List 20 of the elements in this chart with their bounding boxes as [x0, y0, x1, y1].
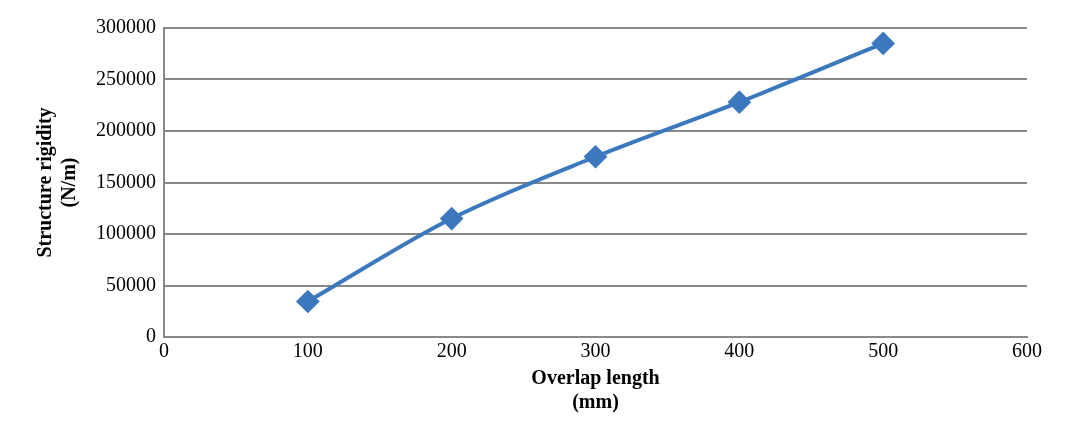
y-tick-label: 150000 [96, 169, 156, 192]
point [440, 207, 463, 230]
y-tick-label: 300000 [96, 15, 156, 38]
y-axis-title: Structure rigidity (N/m) [33, 107, 81, 258]
point [296, 290, 319, 313]
x-tick-label: 400 [724, 339, 755, 362]
point [872, 32, 895, 55]
point [584, 145, 607, 168]
x-axis-title: Overlap length (mm) [531, 366, 660, 414]
x-tick-label: 500 [868, 339, 899, 362]
x-tick-label: 200 [436, 339, 467, 362]
x-tick-label: 600 [1012, 339, 1042, 362]
y-tick-label: 100000 [96, 221, 156, 244]
y-tick-label: 50000 [106, 272, 156, 295]
y-tick-label: 0 [146, 324, 156, 347]
y-tick-label: 200000 [96, 118, 156, 141]
x-tick-label: 300 [580, 339, 611, 362]
point [728, 91, 751, 114]
y-tick-label: 250000 [96, 66, 156, 89]
x-tick-label: 100 [292, 339, 323, 362]
